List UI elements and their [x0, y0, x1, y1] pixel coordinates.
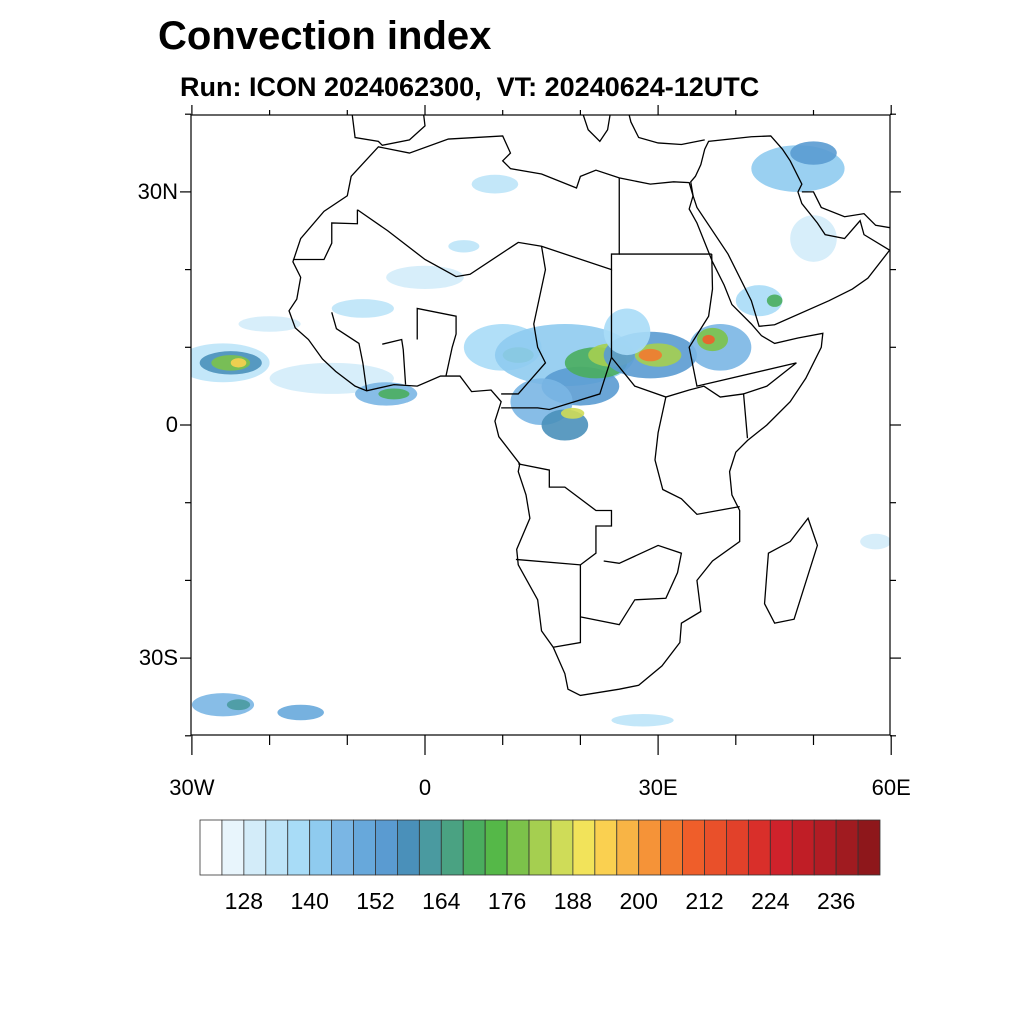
country-border [332, 312, 367, 390]
colorbar-box [704, 819, 727, 876]
colorbar-box [265, 819, 289, 876]
convection-area [790, 141, 837, 165]
convection-area [331, 299, 394, 318]
country-border [689, 254, 796, 394]
colorbar-box [462, 819, 486, 876]
colorbar-box [397, 819, 420, 876]
colorbar-label: 164 [422, 888, 461, 914]
colorbar-box [287, 819, 311, 876]
colorbar-box [243, 819, 267, 876]
colorbar-box [726, 819, 749, 876]
colorbar-box [791, 819, 815, 876]
colorbar-box [418, 819, 442, 876]
lat-tick-label: 30S [138, 645, 178, 671]
colorbar-box [835, 819, 859, 876]
convection-area [638, 348, 662, 362]
lon-tick-label: 30W [169, 775, 215, 800]
convection-area [230, 358, 247, 368]
colorbar-box [857, 819, 881, 876]
convection-area [860, 533, 890, 550]
convection-area [277, 704, 324, 721]
colorbar-box [309, 819, 333, 876]
country-border [293, 210, 357, 260]
convection-area [448, 240, 480, 253]
lon-tick-label: 60E [871, 775, 911, 800]
plot-frame [190, 114, 891, 736]
colorbar-box [331, 819, 354, 876]
colorbar-label: 140 [290, 888, 329, 914]
colorbar-box [440, 819, 464, 876]
lat-tick-label: 30N [137, 178, 178, 204]
greece-coast [580, 106, 611, 141]
lon-tick-label: 0 [418, 775, 432, 800]
colorbar-box [484, 819, 508, 876]
africa-coast [289, 136, 823, 695]
convection-area [226, 699, 251, 711]
country-border [611, 357, 747, 438]
colorbar-box [813, 819, 837, 876]
colorbar-label: 200 [619, 888, 658, 914]
lat-tick-label: 0 [165, 412, 178, 437]
colorbar-box [353, 819, 376, 876]
convection-area [611, 714, 674, 727]
country-border [382, 340, 405, 385]
country-border [501, 270, 611, 410]
country-border [516, 464, 612, 565]
colorbar [199, 819, 881, 876]
iran-coast [802, 192, 899, 229]
convection-area [386, 265, 464, 290]
colorbar-box [660, 819, 683, 876]
chart-subtitle: Run: ICON 2024062300, VT: 20240624-12UTC [180, 72, 760, 102]
colorbar-box [616, 819, 640, 876]
country-border [417, 308, 456, 376]
country-border [580, 545, 681, 624]
colorbar-box [572, 819, 596, 876]
country-border [357, 178, 619, 277]
convection-area [471, 174, 519, 194]
madagascar-coast [765, 518, 818, 623]
convection-area [702, 334, 715, 345]
colorbar-box [375, 819, 398, 876]
colorbar-box [506, 819, 530, 876]
coastlines [289, 106, 899, 695]
convection-area [603, 308, 651, 356]
convection-field [191, 141, 890, 727]
colorbar-label: 224 [751, 888, 790, 914]
colorbar-label: 236 [816, 888, 856, 914]
country-border [553, 565, 580, 647]
convection-area [790, 215, 837, 262]
convection-area [269, 362, 394, 394]
colorbar-box [769, 819, 793, 876]
colorbar-label: 128 [224, 888, 264, 914]
colorbar-label: 152 [356, 888, 395, 914]
convection-area [238, 316, 301, 332]
convection-area [766, 294, 783, 307]
colorbar-box [682, 819, 705, 876]
iberia-coast [351, 106, 425, 145]
colorbar-box [747, 819, 771, 876]
colorbar-label: 212 [685, 888, 724, 914]
lon-tick-label: 30E [638, 775, 678, 800]
convection-area [191, 693, 255, 717]
country-border [655, 397, 740, 514]
colorbar-label: 188 [553, 888, 593, 914]
convection-area [560, 407, 585, 419]
colorbar-box [528, 819, 552, 876]
turkey-coast [627, 106, 705, 144]
colorbar-label: 176 [487, 888, 527, 914]
colorbar-box [594, 819, 618, 876]
convection-area [378, 388, 410, 400]
colorbar-box [550, 819, 574, 876]
country-border [501, 246, 545, 394]
colorbar-box [199, 819, 223, 876]
axis-ticks [180, 105, 901, 755]
colorbar-box [221, 819, 245, 876]
chart-title: Convection index [158, 14, 492, 58]
arabia-coast [691, 136, 890, 326]
colorbar-box [638, 819, 662, 876]
